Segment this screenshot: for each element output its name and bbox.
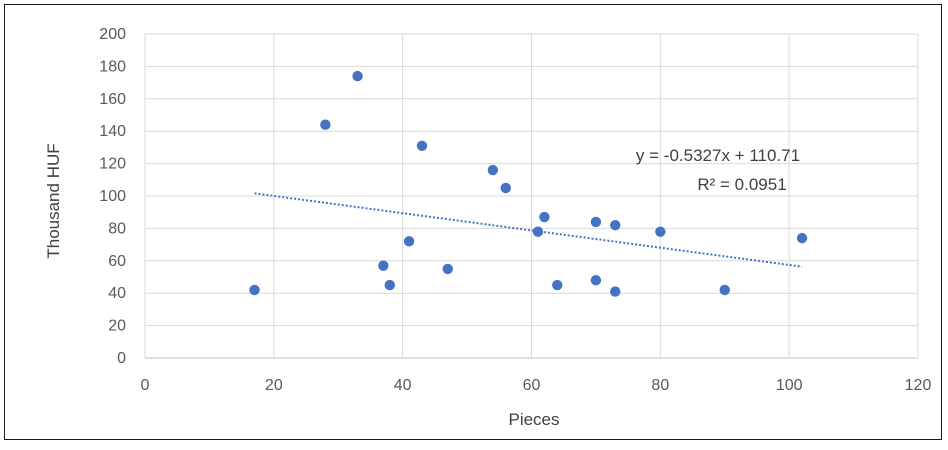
x-tick-label: 120 [905, 377, 932, 394]
data-point [533, 226, 543, 236]
y-tick-label: 20 [108, 318, 126, 335]
data-point [320, 120, 330, 130]
data-point [385, 280, 395, 290]
y-tick-label: 80 [108, 220, 126, 237]
y-tick-label: 40 [108, 285, 126, 302]
y-tick-label: 120 [99, 156, 126, 173]
data-point [378, 260, 388, 270]
data-point [610, 220, 620, 230]
y-tick-label: 140 [99, 123, 126, 140]
trendline-equation: y = -0.5327x + 110.71 [636, 146, 800, 165]
data-point [591, 275, 601, 285]
x-tick-label: 0 [141, 377, 150, 394]
x-axis-title: Pieces [508, 410, 559, 429]
trendline-r-squared: R² = 0.0951 [697, 175, 786, 194]
data-point [501, 183, 511, 193]
data-point [488, 165, 498, 175]
x-tick-label: 20 [265, 377, 283, 394]
y-tick-label: 180 [99, 58, 126, 75]
data-point [591, 217, 601, 227]
y-tick-label: 100 [99, 188, 126, 205]
y-tick-label: 60 [108, 253, 126, 270]
y-tick-label: 160 [99, 91, 126, 108]
data-point [539, 212, 549, 222]
x-tick-label: 80 [651, 377, 669, 394]
data-point [552, 280, 562, 290]
data-point [352, 71, 362, 81]
data-point [443, 264, 453, 274]
trendline-group [255, 193, 803, 266]
y-tick-label: 0 [117, 350, 126, 367]
x-tick-label: 60 [523, 377, 541, 394]
tick-labels: 0 20 40 60 80 100 120 140 160 180 200 0 20 40 60 80 100 1… [99, 26, 931, 394]
data-point [720, 285, 730, 295]
grid-lines [145, 34, 918, 358]
scatter-chart: 0 20 40 60 80 100 120 140 160 180 200 0 20 40 60 80 100 1… [5, 5, 943, 441]
y-axis-title: Thousand HUF [44, 143, 63, 258]
x-tick-label: 40 [394, 377, 412, 394]
x-tick-label: 100 [776, 377, 803, 394]
data-point [417, 141, 427, 151]
data-point [797, 233, 807, 243]
chart-frame: 0 20 40 60 80 100 120 140 160 180 200 0 20 40 60 80 100 1… [4, 4, 942, 440]
data-point [655, 226, 665, 236]
data-point [404, 236, 414, 246]
y-tick-label: 200 [99, 26, 126, 43]
data-point [610, 286, 620, 296]
trendline [255, 193, 803, 266]
data-point [249, 285, 259, 295]
